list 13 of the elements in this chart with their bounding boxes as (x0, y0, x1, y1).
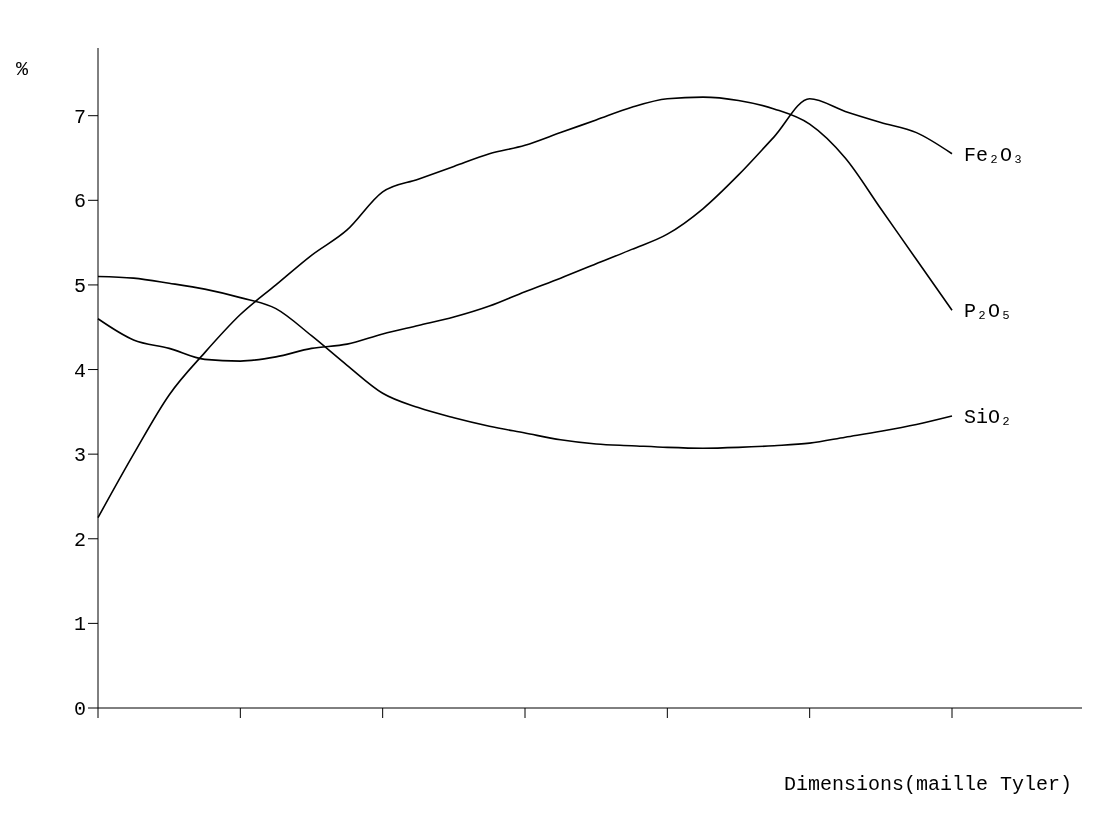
y-tick-label: 4 (73, 359, 86, 383)
series-label: P₂O₅ (964, 300, 1013, 324)
y-tick-label: 5 (73, 275, 86, 299)
y-axis-title: % (16, 58, 29, 81)
y-tick-label: 7 (73, 105, 86, 129)
x-axis-title: Dimensions(maille Tyler) (783, 773, 1072, 796)
y-tick-label: 0 (73, 698, 86, 722)
series-label: SiO₂ (964, 406, 1013, 430)
y-tick-label: 6 (73, 190, 86, 214)
y-tick-label: 3 (73, 444, 86, 468)
y-tick-label: 1 (73, 613, 86, 637)
y-tick-label: 2 (73, 528, 86, 552)
series-label: Fe₂O₃ (964, 143, 1025, 167)
